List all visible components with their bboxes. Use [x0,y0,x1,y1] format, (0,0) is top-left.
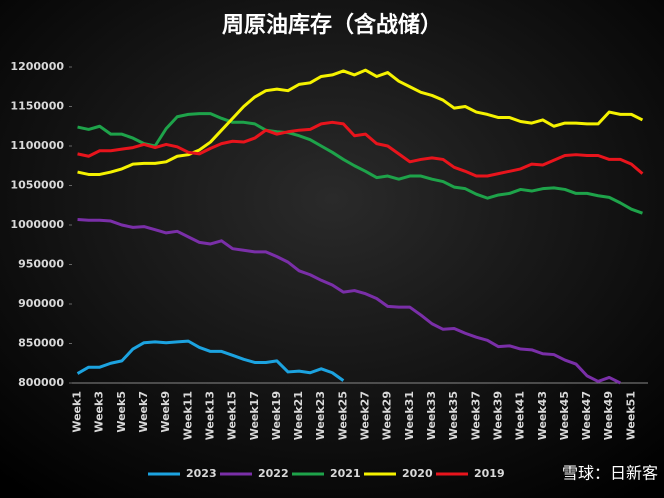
y-tick-label: 1100000 [10,139,64,152]
series-line [77,112,643,215]
x-tick-label: Week1 [71,391,84,433]
legend-label: 2021 [330,467,361,480]
x-tick-label: Week41 [514,391,527,440]
x-tick-label: Week29 [381,391,394,440]
x-tick-label: Week31 [403,391,416,440]
y-tick-label: 1200000 [10,60,64,73]
y-tick-label: 1050000 [10,179,64,192]
y-tick-label: 900000 [18,297,64,310]
legend-label: 2019 [474,467,505,480]
x-tick-label: Week13 [203,391,216,440]
x-tick-label: Week45 [558,391,571,440]
x-tick-label: Week9 [159,391,172,433]
x-tick-label: Week47 [580,391,593,440]
y-tick-label: 1000000 [10,218,64,231]
x-tick-label: Week5 [115,391,128,433]
y-tick-label: 850000 [18,337,64,350]
series-line [77,68,644,176]
x-tick-label: Week39 [491,391,504,440]
x-tick-label: Week21 [292,391,305,440]
x-tick-label: Week17 [248,391,261,440]
x-tick-label: Week43 [536,391,549,440]
x-tick-label: Week35 [447,391,460,440]
x-tick-label: Week19 [270,391,283,440]
series-line [77,120,644,178]
x-tick-label: Week51 [624,391,637,440]
legend-label: 2023 [186,467,217,480]
y-tick-label: 1150000 [10,100,64,113]
y-tick-label: 800000 [18,376,64,389]
x-tick-label: Week27 [359,391,372,440]
x-tick-label: Week15 [226,391,239,440]
x-tick-label: Week33 [425,391,438,440]
x-tick-label: Week11 [181,391,194,440]
x-tick-label: Week23 [314,391,327,440]
chart-title: 周原油库存（含战储） [222,12,442,38]
x-tick-label: Week49 [602,391,615,440]
legend-label: 2020 [402,467,433,480]
series-line [76,339,345,382]
x-tick-label: Week25 [336,391,349,440]
x-tick-label: Week3 [93,391,106,433]
legend-label: 2022 [258,467,289,480]
watermark: 雪球：日新客 [562,464,658,483]
y-tick-label: 950000 [18,258,64,271]
x-tick-label: Week37 [469,391,482,440]
series-line [77,217,621,385]
x-tick-label: Week7 [137,391,150,433]
